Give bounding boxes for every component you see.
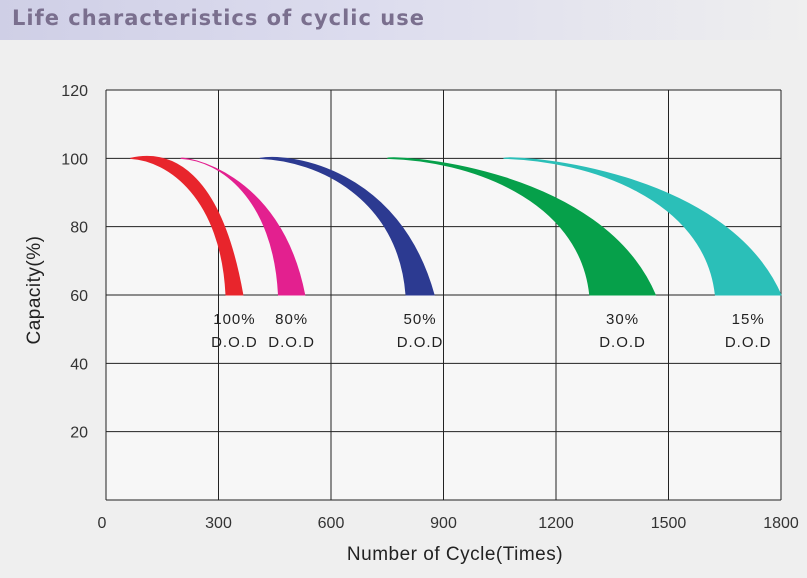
dod-label-text: D.O.D	[211, 334, 258, 351]
series-band-80pct	[180, 157, 306, 296]
series-layer	[130, 155, 782, 296]
dod-label-text: D.O.D	[268, 334, 315, 351]
dod-label-text: D.O.D	[599, 334, 646, 351]
dod-labels: 100% D.O.D 80% D.O.D 50% D.O.D 30% D.O.D 15% D.O.…	[211, 311, 772, 351]
x-tick-labels: 0 300 600 900 1200 1500 1800	[98, 515, 799, 532]
dod-label-percent: 100%	[213, 311, 255, 328]
y-tick-label: 20	[70, 425, 88, 442]
series-band-100pct	[130, 155, 244, 296]
y-tick-label: 80	[70, 220, 88, 237]
x-tick-label: 0	[98, 515, 107, 532]
y-tick-label: 120	[61, 83, 88, 100]
x-tick-label: 300	[205, 515, 232, 532]
y-tick-label: 40	[70, 356, 88, 373]
title-bar: Life characteristics of cyclic use	[0, 0, 807, 40]
x-tick-label: 1200	[538, 515, 574, 532]
x-tick-label: 900	[430, 515, 457, 532]
x-tick-label: 1500	[651, 515, 687, 532]
y-tick-labels: 20 40 60 80 100 120	[61, 83, 88, 442]
y-tick-label: 100	[61, 151, 88, 168]
y-tick-label: 60	[70, 288, 88, 305]
x-tick-label: 600	[318, 515, 345, 532]
dod-label-text: D.O.D	[725, 334, 772, 351]
dod-label-percent: 15%	[732, 311, 765, 328]
dod-label-text: D.O.D	[397, 334, 444, 351]
series-band-50pct	[259, 156, 435, 296]
dod-label-percent: 50%	[404, 311, 437, 328]
chart-title: Life characteristics of cyclic use	[12, 6, 425, 30]
series-band-30pct	[387, 157, 657, 296]
x-axis-label: Number of Cycle(Times)	[347, 544, 563, 565]
x-tick-label: 1800	[763, 515, 799, 532]
dod-label-percent: 80%	[275, 311, 308, 328]
series-band-15pct	[503, 157, 782, 296]
grid-lines	[105, 89, 782, 501]
dod-label-percent: 30%	[606, 311, 639, 328]
y-axis-label: Capacity(%)	[24, 236, 45, 345]
